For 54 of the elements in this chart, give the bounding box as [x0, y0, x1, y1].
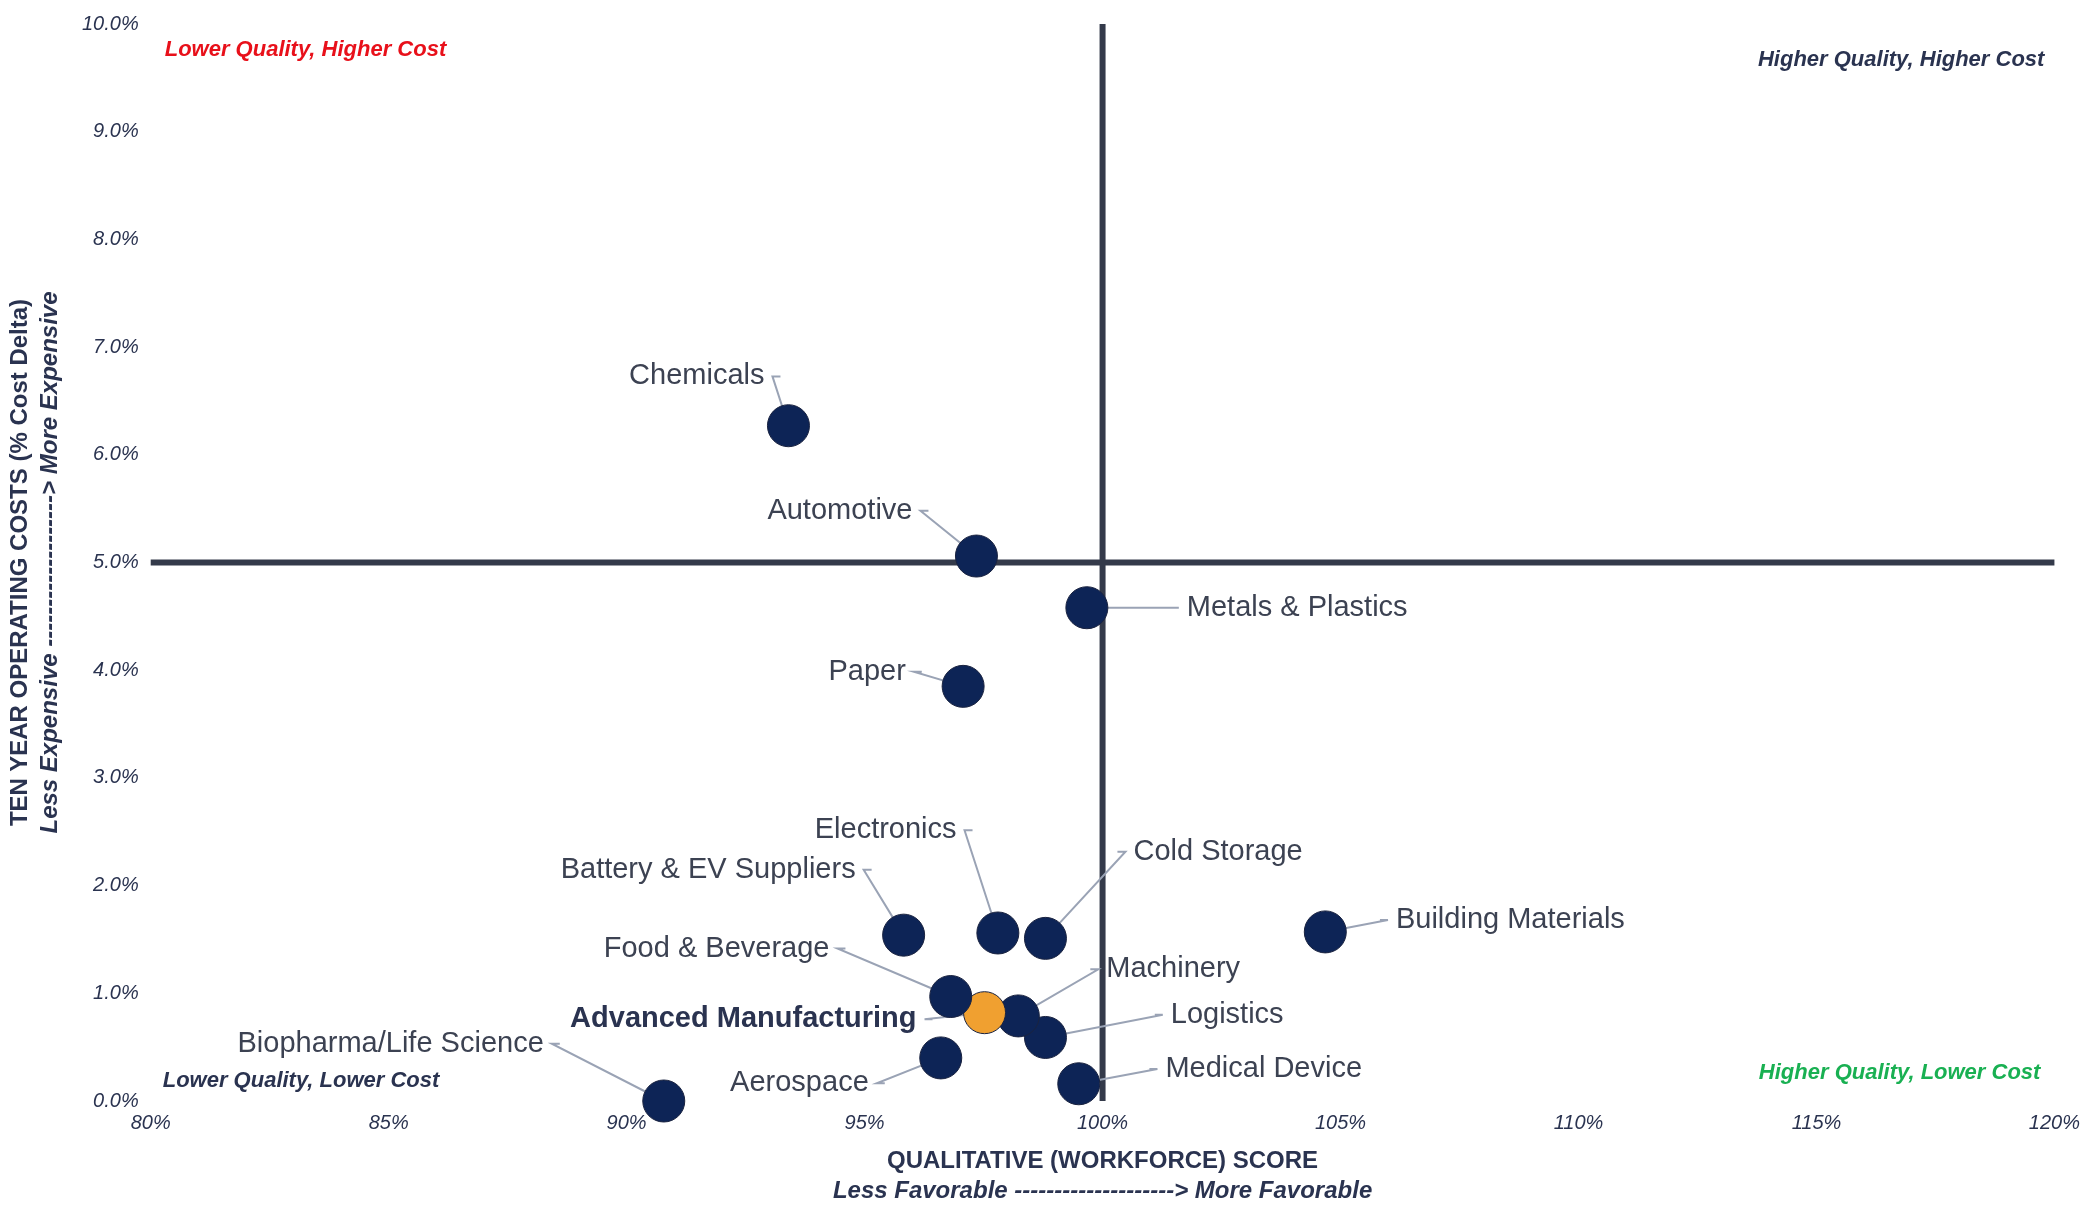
- x-tick-label: 110%: [1553, 1110, 1604, 1133]
- y-tick-label: 8.0%: [93, 226, 139, 249]
- annotation: Higher Quality, Lower Cost: [1758, 1059, 2043, 1085]
- annotation: Higher Quality, Higher Cost: [1757, 46, 2047, 72]
- y-tick-label: 1.0%: [93, 980, 139, 1003]
- point: [929, 975, 973, 1019]
- x-tick-label: 85%: [368, 1110, 409, 1133]
- point: [919, 1036, 963, 1080]
- y-tick-label: 9.0%: [93, 119, 139, 142]
- text: Medical Device: [1165, 1051, 1363, 1084]
- series-label: Advanced Manufacturing: [570, 1001, 917, 1034]
- x-tick-label: 80%: [130, 1110, 171, 1133]
- y-tick-label: 3.0%: [93, 765, 139, 788]
- annotation: Lower Quality, Higher Cost: [164, 36, 448, 62]
- point: [1023, 916, 1067, 960]
- series-label: Automotive: [767, 492, 913, 525]
- point: [1303, 910, 1347, 954]
- y-tick-label: 6.0%: [93, 442, 139, 465]
- y-tick-label: 0.0%: [93, 1088, 139, 1111]
- x-tick-label: 105%: [1314, 1110, 1367, 1133]
- series-label: Building Materials: [1395, 901, 1625, 934]
- text: Cold Storage: [1133, 833, 1303, 866]
- annotation: Lower Quality, Lower Cost: [162, 1067, 442, 1093]
- series-label: Paper: [828, 653, 907, 686]
- y-tick-label: 10.0%: [81, 11, 139, 34]
- text: Electronics: [814, 812, 957, 845]
- point: [882, 913, 926, 957]
- x-tick-label: 95%: [844, 1110, 885, 1133]
- y-axis-title: TEN YEAR OPERATING COSTS (% Cost Delta) Less Expensive -------------------> More Expensive: [4, 291, 62, 834]
- y-tick-label: 5.0%: [93, 550, 139, 573]
- y-tick-label: 2.0%: [92, 873, 139, 896]
- point: [766, 404, 810, 448]
- x-tick-label: 100%: [1076, 1110, 1129, 1133]
- series-label: Chemicals: [629, 358, 765, 391]
- series-label: Battery & EV Suppliers: [560, 851, 856, 884]
- point: [1065, 586, 1109, 630]
- series-label: Aerospace: [730, 1065, 869, 1098]
- y-tick-label: 4.0%: [93, 657, 139, 680]
- point: [1057, 1062, 1101, 1106]
- point: [976, 911, 1020, 955]
- text: Metals & Plastics: [1186, 589, 1408, 622]
- y-tick-label: 7.0%: [93, 334, 139, 357]
- point: [963, 991, 1007, 1035]
- text: Food & Beverage: [603, 930, 830, 963]
- x-tick-label: 115%: [1791, 1110, 1842, 1133]
- text: Biopharma/Life Science: [237, 1025, 544, 1058]
- x-tick-label: 90%: [606, 1110, 647, 1133]
- x-axis-title: QUALITATIVE (WORKFORCE) SCORE Less Favorable --------------------> More Favorable: [832, 1145, 1373, 1203]
- point: [954, 534, 998, 578]
- point: [941, 664, 985, 708]
- text: Machinery: [1106, 951, 1241, 984]
- x-tick-label: 120%: [2028, 1110, 2080, 1133]
- point: [1023, 1015, 1067, 1059]
- text: Logistics: [1170, 996, 1284, 1029]
